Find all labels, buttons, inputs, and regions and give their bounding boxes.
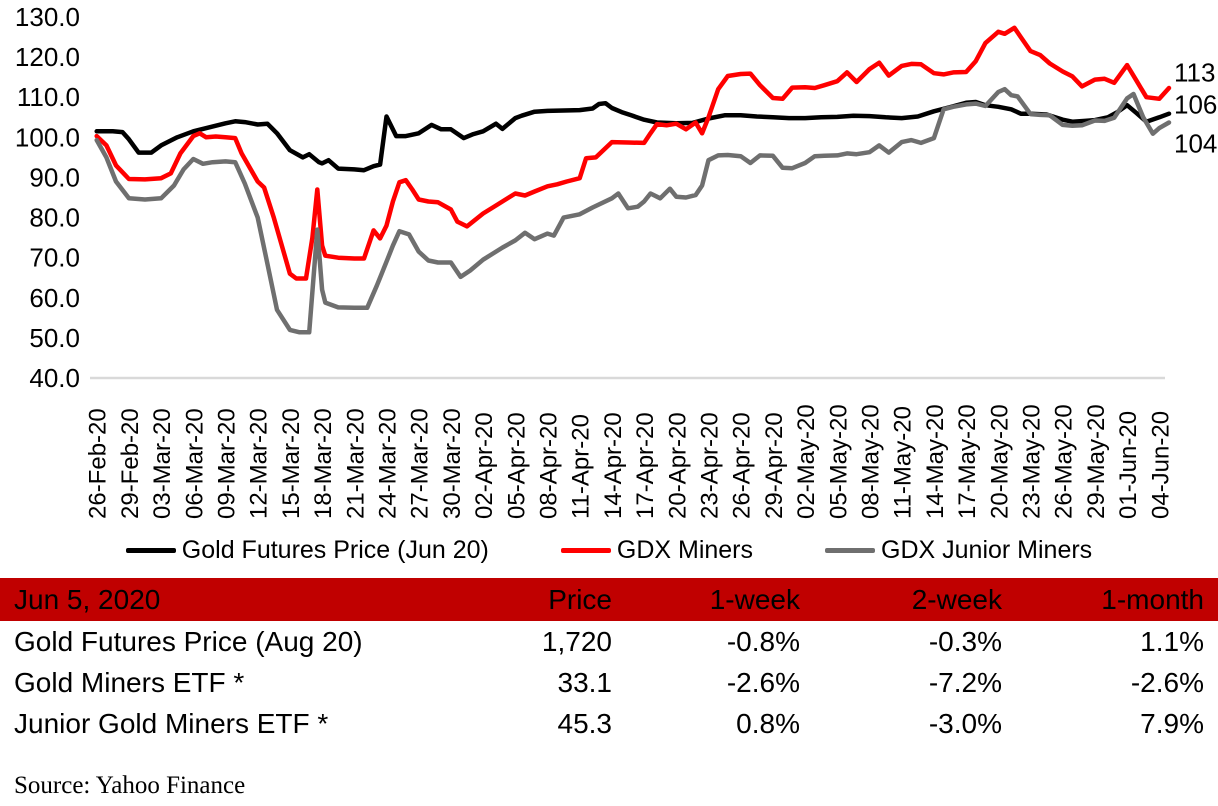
gold-futures-line-swatch-icon (125, 547, 176, 553)
price-value: 33.1 (557, 666, 613, 698)
table-row: Gold Miners ETF * 33.1 -2.6% -7.2% -2.6% (0, 662, 1218, 703)
x-axis-tick-label: 02-May-20 (793, 404, 820, 519)
series-end-value-label: 104 (1174, 128, 1217, 158)
1-month-change: -2.6% (1130, 666, 1204, 698)
y-axis-tick-label: 90.0 (29, 162, 80, 192)
x-axis-tick-label: 27-Mar-20 (407, 408, 434, 519)
x-axis-tick-label: 03-Mar-20 (149, 408, 176, 519)
legend-label: Gold Futures Price (Jun 20) (181, 535, 489, 564)
series-line-gdx-junior-miners (94, 86, 1172, 335)
legend-item-gdx-junior-miners: GDX Junior Miners (825, 536, 1092, 565)
y-axis-tick-label: 80.0 (29, 203, 80, 233)
2-week-change: -7.2% (928, 666, 1002, 698)
y-axis-tick-label: 100.0 (15, 122, 80, 152)
y-axis-tick-label: 60.0 (29, 283, 80, 313)
price-value: 1,720 (541, 625, 612, 657)
1-week-change: 0.8% (736, 707, 800, 739)
x-axis-tick-label: 08-Apr-20 (536, 412, 563, 519)
source-note: Source: Yahoo Finance (14, 772, 246, 799)
1-week-change: -2.6% (726, 666, 800, 698)
table-header-1-month: 1-month (1101, 583, 1204, 615)
x-axis-tick-label: 06-Mar-20 (181, 408, 208, 519)
chart-legend: Gold Futures Price (Jun 20) GDX Miners G… (0, 532, 1218, 568)
x-axis-tick-label: 20-May-20 (986, 404, 1013, 519)
legend-label: GDX Miners (616, 535, 754, 564)
y-axis-tick-label: 110.0 (17, 82, 80, 112)
table-header-1-week: 1-week (709, 583, 800, 615)
1-week-change: -0.8% (726, 625, 800, 657)
2-week-change: -0.3% (928, 625, 1002, 657)
legend-item-gdx-miners: GDX Miners (560, 535, 754, 565)
1-month-change: 1.1% (1140, 625, 1204, 657)
x-axis-tick-label: 08-May-20 (858, 404, 885, 519)
price-index-line-chart: 130.0 120.0 110.0 100.0 90.0 80.0 70.0 60.0 50.0… (15, 2, 1217, 519)
table-header-date: Jun 5, 2020 (14, 583, 161, 615)
series-end-value-label: 106 (1174, 89, 1217, 119)
x-axis-tick-label: 09-Mar-20 (214, 408, 241, 519)
chart-canvas: 130.0 120.0 110.0 100.0 90.0 80.0 70.0 60.0 50.0… (15, 2, 1217, 519)
legend-item-gold-futures: Gold Futures Price (Jun 20) (125, 535, 489, 565)
table-header-2-week: 2-week (911, 583, 1002, 615)
y-axis-tick-label: 130.0 (15, 2, 80, 32)
x-axis-tick-label: 05-May-20 (825, 404, 852, 519)
table-row: Gold Futures Price (Aug 20) 1,720 -0.8% … (0, 621, 1218, 662)
gdx-junior-miners-line-swatch-icon (825, 547, 876, 553)
x-axis-tick-label: 23-May-20 (1019, 404, 1046, 519)
x-axis-tick-label: 26-Apr-20 (729, 412, 756, 519)
y-axis-tick-label: 120.0 (15, 42, 80, 72)
x-axis-tick-label: 11-Apr-20 (568, 414, 595, 519)
table-header-price: Price (548, 583, 612, 615)
x-axis-tick-label: 23-Apr-20 (697, 412, 724, 519)
x-axis-tick-label: 29-Apr-20 (761, 412, 788, 519)
x-axis-tick-label: 26-May-20 (1051, 404, 1078, 519)
x-axis-tick-label: 11-May-20 (890, 406, 917, 519)
table-header-row: Jun 5, 2020 Price 1-week 2-week 1-month (0, 578, 1218, 621)
row-label: Gold Miners ETF * (14, 666, 245, 698)
x-axis-tick-label: 17-Apr-20 (632, 412, 659, 519)
row-label: Gold Futures Price (Aug 20) (14, 625, 363, 657)
series-line-gdx-miners (94, 25, 1172, 281)
x-axis-tick-label: 14-Apr-20 (600, 412, 627, 519)
gdx-miners-line-swatch-icon (560, 547, 611, 553)
x-axis-tick-label: 29-May-20 (1083, 404, 1110, 519)
row-label: Junior Gold Miners ETF * (14, 707, 329, 739)
x-axis-tick-label: 01-Jun-20 (1115, 411, 1142, 519)
x-axis-tick-label: 24-Mar-20 (375, 408, 402, 519)
y-axis-tick-label: 50.0 (29, 323, 80, 353)
2-week-change: -3.0% (928, 707, 1002, 739)
x-axis-tick-label: 15-Mar-20 (278, 408, 305, 519)
table-row: Junior Gold Miners ETF * 45.3 0.8% -3.0%… (0, 703, 1218, 744)
x-axis-tick-label: 14-May-20 (922, 404, 949, 519)
x-axis-tick-label: 26-Feb-20 (85, 408, 112, 519)
x-axis-tick-label: 17-May-20 (954, 404, 981, 519)
x-axis-tick-label: 02-Apr-20 (471, 412, 498, 519)
x-axis-tick-label: 29-Feb-20 (117, 408, 144, 519)
price-value: 45.3 (557, 707, 613, 739)
x-axis-tick-label: 20-Apr-20 (664, 412, 691, 519)
y-axis-tick-label: 70.0 (29, 243, 80, 273)
x-axis-tick-label: 05-Apr-20 (503, 412, 530, 519)
x-axis-tick-label: 30-Mar-20 (439, 408, 466, 519)
1-month-change: 7.9% (1140, 707, 1204, 739)
x-axis-tick-label: 18-Mar-20 (310, 408, 337, 519)
legend-label: GDX Junior Miners (881, 535, 1093, 564)
x-axis-tick-label: 04-Jun-20 (1147, 411, 1174, 519)
series-line-gold-futures-price-jun-20- (94, 99, 1172, 173)
performance-table: Jun 5, 2020 Price 1-week 2-week 1-month … (0, 578, 1218, 744)
y-axis-tick-label: 40.0 (29, 363, 80, 393)
x-axis-tick-label: 12-Mar-20 (246, 408, 273, 519)
series-end-value-label: 113 (1174, 57, 1215, 87)
x-axis-tick-label: 21-Mar-20 (342, 408, 369, 519)
